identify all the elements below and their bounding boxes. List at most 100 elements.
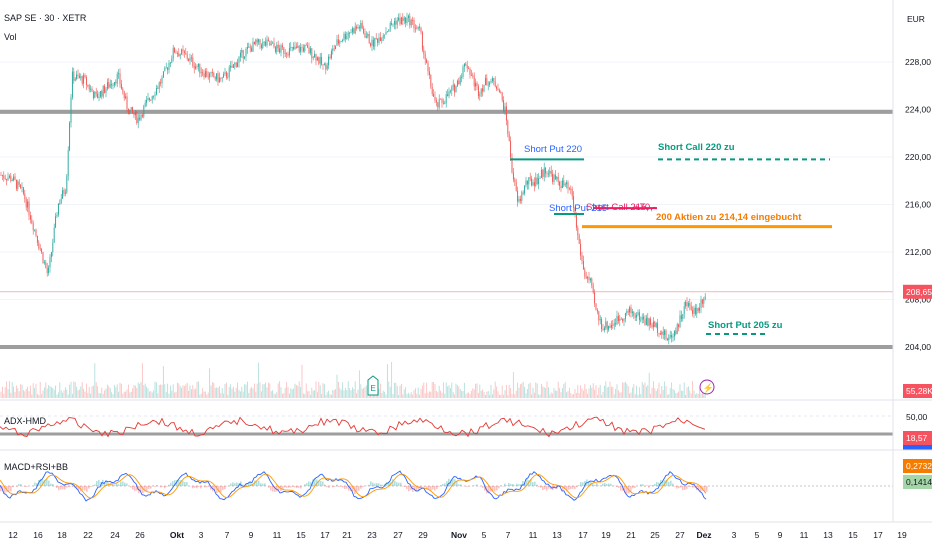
macd-histogram-bar	[174, 480, 176, 486]
volume-bar	[438, 385, 440, 398]
candle-body	[596, 309, 598, 312]
macd-histogram-bar	[610, 483, 612, 486]
macd-histogram-bar	[182, 480, 184, 486]
volume-bar	[210, 385, 212, 398]
candle-body	[396, 20, 398, 25]
volume-bar	[328, 390, 330, 398]
candle-body	[672, 336, 674, 338]
volume-bar	[602, 391, 604, 398]
macd-histogram-bar	[264, 483, 266, 486]
volume-bar	[241, 386, 243, 398]
volume-bar	[193, 389, 195, 398]
dividend-event-marker[interactable]: ⚡	[699, 379, 715, 395]
volume-bar	[641, 381, 643, 398]
time-tick: 11	[529, 530, 538, 540]
macd-histogram-bar	[506, 485, 508, 486]
volume-bar	[189, 385, 191, 398]
time-tick: 24	[110, 530, 120, 540]
macd-histogram-bar	[186, 482, 188, 486]
volume-bar	[673, 390, 675, 398]
macd-histogram-bar	[416, 486, 418, 492]
earnings-marker[interactable]: E	[367, 375, 379, 396]
candle-body	[552, 173, 554, 182]
candle-body	[637, 312, 639, 316]
time-tick: 7	[506, 530, 511, 540]
volume-bar	[608, 386, 610, 398]
volume-bar	[651, 387, 653, 398]
time-tick: 17	[578, 530, 588, 540]
candle-body	[687, 303, 689, 307]
macd-histogram-bar	[20, 483, 22, 486]
candle-body	[302, 47, 304, 52]
volume-bar	[76, 386, 78, 398]
candle-body	[148, 98, 150, 100]
macd-histogram-bar	[126, 483, 128, 486]
macd-histogram-bar	[234, 483, 236, 486]
volume-bar	[35, 383, 37, 398]
adx-secondary-badge	[903, 445, 932, 450]
volume-bar	[694, 394, 696, 398]
volume-bar	[631, 387, 633, 398]
volume-bar	[83, 388, 85, 398]
volume-bar	[78, 389, 80, 398]
candle-body	[515, 181, 517, 191]
candle-body	[90, 88, 92, 90]
candle-body	[263, 41, 265, 43]
macd-histogram-bar	[104, 482, 106, 486]
candle-body	[353, 28, 355, 34]
macd-histogram-bar	[458, 484, 460, 486]
macd-histogram-bar	[278, 486, 280, 491]
candle-body	[188, 58, 190, 61]
volume-bar	[486, 391, 488, 398]
candle-body	[272, 42, 274, 44]
macd-histogram-bar	[184, 482, 186, 486]
volume-bar	[137, 382, 139, 398]
candle-body	[412, 20, 414, 21]
candle-body	[514, 179, 516, 182]
macd-histogram-bar	[60, 486, 62, 490]
candle-body	[267, 39, 269, 41]
candle-body	[540, 169, 542, 178]
candle-body	[53, 227, 55, 243]
volume-bar	[3, 393, 5, 398]
volume-bar	[66, 389, 68, 398]
volume-bar	[433, 382, 435, 398]
volume-bar	[574, 389, 576, 398]
candle-body	[682, 314, 684, 320]
candle-body	[36, 235, 38, 243]
volume-bar	[132, 388, 134, 398]
macd-histogram-bar	[304, 484, 306, 486]
volume-bar	[648, 372, 650, 398]
volume-bar	[449, 387, 451, 398]
candle-body	[462, 66, 464, 77]
macd-histogram-bar	[112, 484, 114, 486]
macd-histogram-bar	[692, 486, 694, 488]
volume-bar	[311, 387, 313, 398]
candle-body	[150, 99, 152, 101]
candle-body	[249, 46, 251, 48]
candle-body	[319, 57, 321, 64]
volume-bar	[53, 389, 55, 398]
candle-body	[662, 331, 664, 335]
volume-bar	[440, 390, 442, 398]
candle-body	[617, 315, 619, 321]
candle-body	[20, 184, 22, 188]
candle-body	[381, 38, 383, 42]
candle-body	[585, 276, 587, 279]
volume-bar	[622, 382, 624, 398]
macd-histogram-bar	[118, 484, 120, 486]
candle-body	[74, 78, 76, 81]
candle-body	[224, 72, 226, 74]
macd-histogram-bar	[260, 483, 262, 486]
candle-body	[71, 71, 73, 98]
macd-histogram-bar	[134, 486, 136, 492]
adx-label: ADX-HMD	[4, 416, 46, 426]
volume-bar	[494, 381, 496, 398]
candle-body	[223, 73, 225, 78]
volume-bar	[679, 384, 681, 398]
macd-histogram-bar	[584, 481, 586, 486]
volume-bar	[584, 384, 586, 398]
volume-bar	[470, 390, 472, 398]
candle-body	[570, 188, 572, 190]
